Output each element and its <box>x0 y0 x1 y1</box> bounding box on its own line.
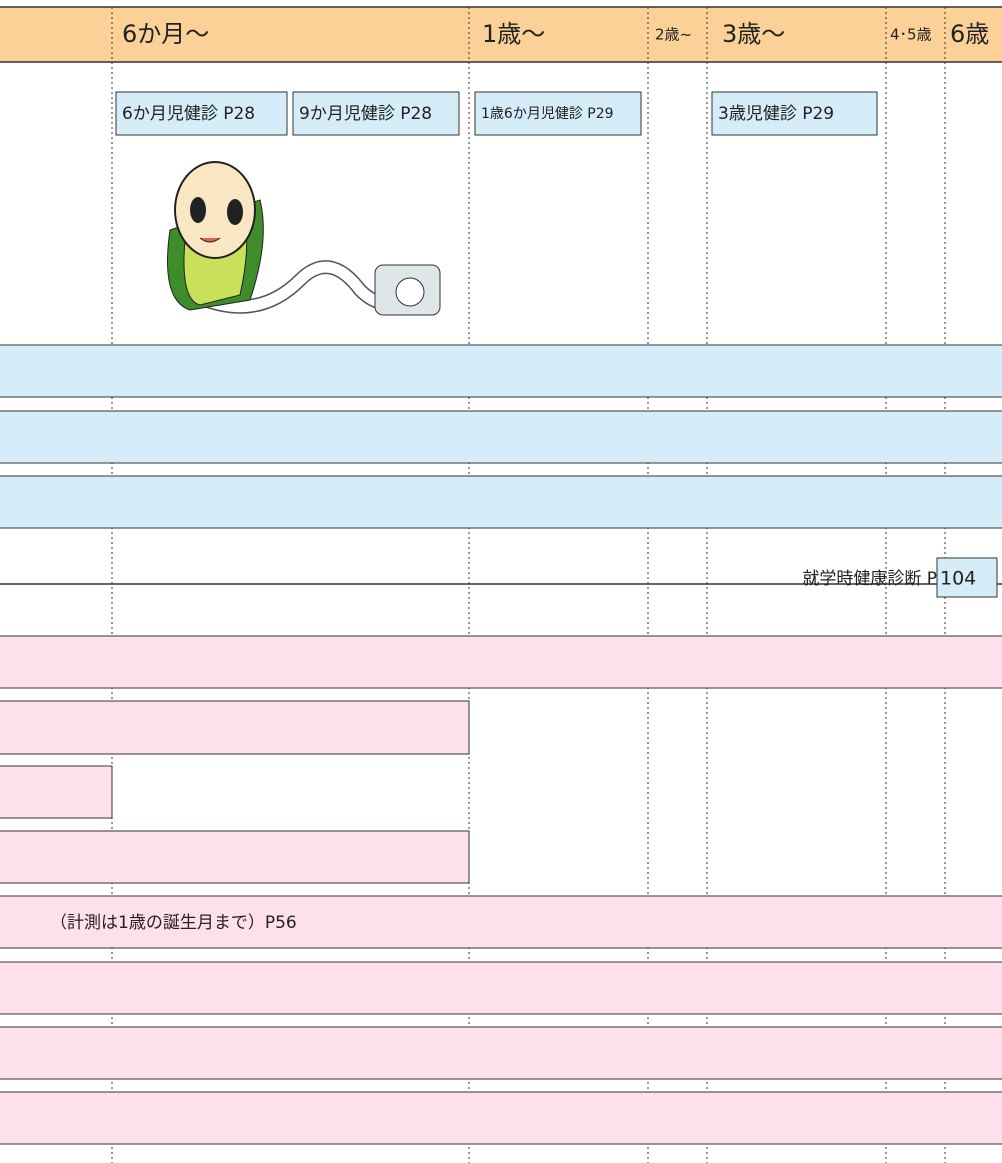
pink-bands <box>0 635 1002 1145</box>
mascot <box>167 161 441 316</box>
checkup-label: 3歳児健診 P29 <box>718 104 834 124</box>
school-page: 104 <box>940 568 976 590</box>
checkup-label: 9か月児健診 P28 <box>299 104 432 124</box>
header-col: 6か月〜 <box>122 20 209 48</box>
page-box <box>936 557 998 598</box>
header-col: 4･5歳 <box>890 26 932 44</box>
blue-bands <box>0 344 1002 529</box>
header-col: 6歳 <box>950 20 989 48</box>
checkup-label: 1歳6か月児健診 P29 <box>481 106 614 122</box>
checkup-label: 6か月児健診 P28 <box>122 104 255 124</box>
header-band <box>0 7 1002 62</box>
header-col: 1歳〜 <box>482 20 545 48</box>
measure-note: （計測は1歳の誕生月まで）P56 <box>50 913 297 933</box>
checkup-boxes <box>115 91 878 136</box>
header-col: 3歳〜 <box>722 20 785 48</box>
school-checkup: 就学時健康診断 P <box>802 569 937 589</box>
header-col: 2歳~ <box>655 26 692 44</box>
